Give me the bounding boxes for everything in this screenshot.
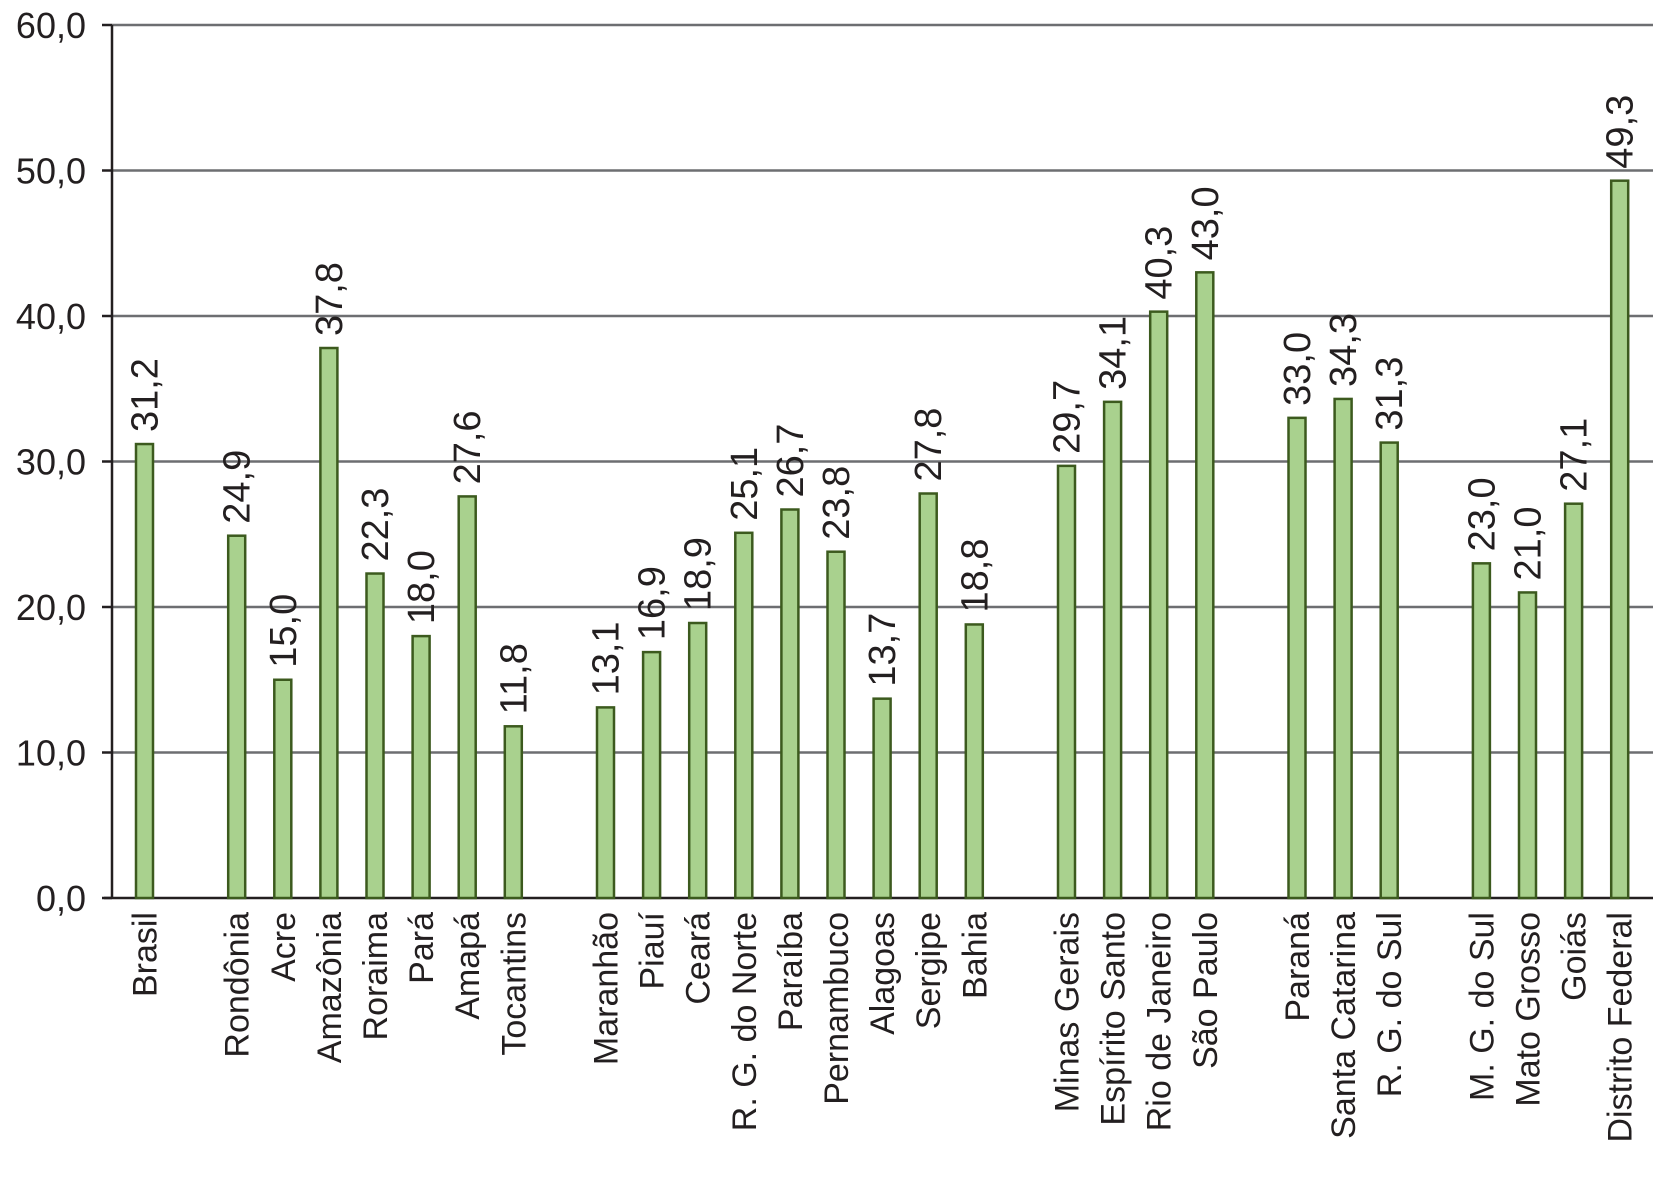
data-label: 23,0 (1461, 477, 1503, 551)
bar (595, 706, 616, 900)
bar (826, 550, 846, 900)
category-label: Paraíba (772, 912, 810, 1031)
data-label: 15,0 (263, 594, 305, 668)
data-label: 16,9 (632, 566, 674, 640)
bar (1333, 397, 1353, 900)
bar (872, 697, 892, 900)
category-labels: Brasil Rondônia Acre Amazônia Roraima Pará Ama… (127, 911, 1640, 1142)
data-label: 27,6 (447, 410, 489, 484)
category-label: Piauí (634, 911, 672, 989)
bar (687, 621, 708, 900)
category-label: M. G. do Sul (1463, 912, 1501, 1101)
bar (1379, 441, 1399, 900)
bar (1471, 562, 1492, 900)
bars (134, 179, 1630, 900)
bar (1148, 310, 1169, 900)
bar (1056, 464, 1077, 900)
category-label: Bahia (956, 912, 994, 999)
bar (1287, 416, 1307, 900)
category-label: Ceará (680, 912, 718, 1005)
category-label: Rio de Janeiro (1141, 912, 1179, 1131)
data-label: 31,2 (125, 358, 167, 432)
bar (134, 442, 155, 900)
category-label: Mato Grosso (1510, 912, 1548, 1107)
y-tick-label: 50,0 (16, 151, 86, 192)
category-label: Amazônia (311, 912, 349, 1063)
bar (457, 495, 477, 900)
data-labels: 31,2 24,9 15,0 37,8 22,318,0 27,6 11,8 13,116,9… (125, 95, 1642, 715)
bar (1609, 179, 1630, 900)
bar (273, 678, 293, 900)
category-label: R. G. do Norte (726, 912, 764, 1131)
bar (1563, 502, 1584, 900)
bar (918, 492, 938, 900)
bar (226, 534, 247, 900)
data-label: 18,0 (401, 550, 443, 624)
data-label: 25,1 (724, 447, 766, 521)
data-label: 31,3 (1369, 357, 1411, 431)
bar (1517, 591, 1538, 900)
bar (365, 572, 385, 900)
data-label: 37,8 (309, 262, 351, 336)
bar (1195, 271, 1215, 900)
data-label: 27,8 (908, 408, 950, 482)
y-tick-label: 10,0 (16, 733, 86, 774)
bar (641, 650, 662, 900)
category-label: Acre (265, 912, 303, 982)
data-label: 23,8 (816, 466, 858, 540)
category-label: Distrito Federal (1602, 912, 1640, 1143)
bar (964, 623, 985, 900)
category-label: Santa Catarina (1325, 912, 1363, 1139)
bar (319, 346, 339, 900)
data-label: 34,3 (1323, 313, 1365, 387)
category-label: Amapá (449, 912, 487, 1020)
data-label: 24,9 (217, 450, 259, 524)
category-label: Goiás (1556, 912, 1594, 1001)
data-label: 18,8 (954, 538, 996, 612)
data-label: 21,0 (1508, 506, 1550, 580)
data-label: 43,0 (1185, 186, 1227, 260)
y-tick-label: 20,0 (16, 587, 86, 628)
category-label: Pará (403, 912, 441, 984)
data-label: 26,7 (770, 424, 812, 498)
bar (780, 508, 800, 900)
category-label: São Paulo (1187, 912, 1225, 1069)
bar (734, 531, 754, 900)
category-label: Rondônia (219, 912, 257, 1058)
category-label: Alagoas (864, 912, 902, 1035)
y-tick-label: 40,0 (16, 296, 86, 337)
category-label: Espírito Santo (1095, 912, 1133, 1126)
data-label: 40,3 (1139, 226, 1181, 300)
bar (503, 725, 524, 900)
data-label: 27,1 (1554, 418, 1596, 492)
data-label: 18,9 (678, 537, 720, 611)
data-label: 22,3 (355, 488, 397, 562)
category-label: Paraná (1279, 912, 1317, 1022)
category-label: Tocantins (495, 912, 533, 1056)
data-label: 33,0 (1277, 332, 1319, 406)
category-label: Sergipe (910, 912, 948, 1029)
data-label: 29,7 (1047, 380, 1089, 454)
category-label: Brasil (127, 912, 165, 997)
category-label: R. G. do Sul (1371, 912, 1409, 1097)
y-tick-label: 60,0 (16, 5, 86, 46)
data-label: 49,3 (1600, 95, 1642, 169)
category-label: Maranhão (588, 912, 626, 1065)
y-tick-labels: 0,0 10,0 20,0 30,0 40,0 50,0 60,0 (16, 5, 86, 919)
data-label: 34,1 (1093, 316, 1135, 390)
y-tick-label: 0,0 (36, 878, 86, 919)
bar (1102, 400, 1123, 900)
data-label: 11,8 (493, 643, 535, 714)
category-label: Pernambuco (818, 912, 856, 1105)
data-label: 13,7 (862, 613, 904, 687)
y-tick-label: 30,0 (16, 442, 86, 483)
data-label: 13,1 (586, 621, 628, 695)
bar (411, 634, 431, 900)
category-label: Minas Gerais (1049, 912, 1087, 1112)
category-label: Roraima (357, 912, 395, 1041)
